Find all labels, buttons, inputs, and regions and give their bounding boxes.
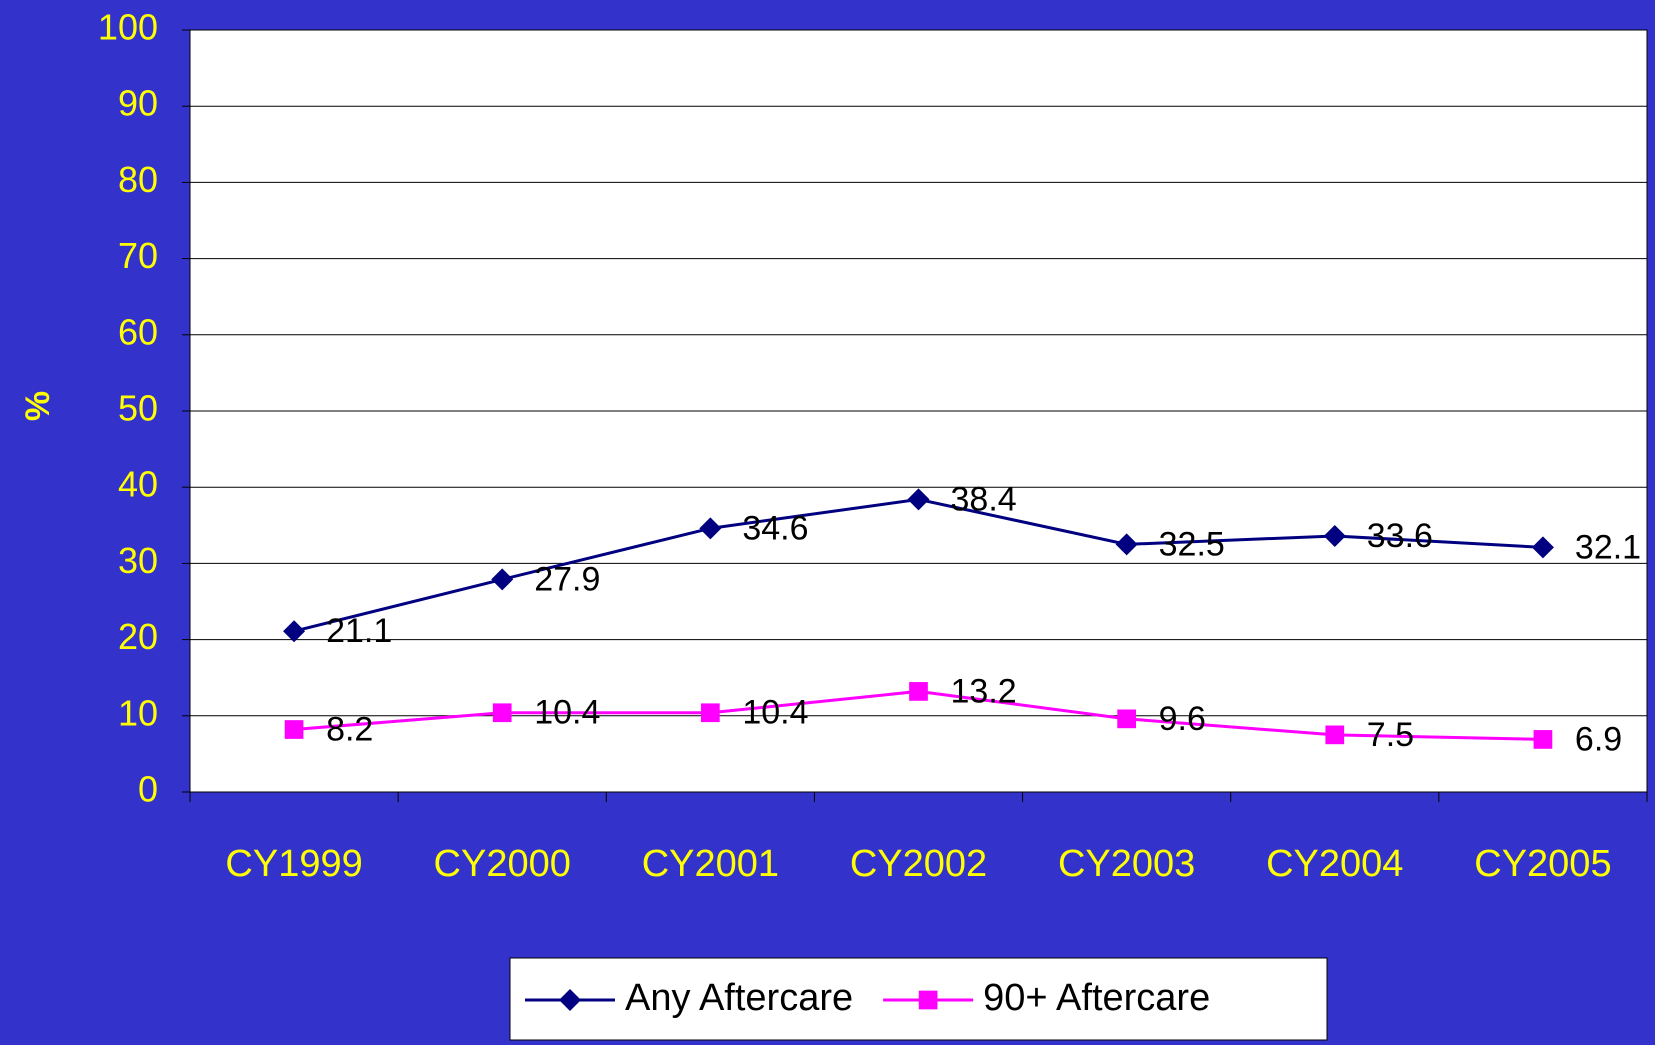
marker (918, 990, 938, 1010)
marker (492, 703, 512, 723)
x-tick-label: CY2005 (1474, 843, 1611, 885)
data-label: 10.4 (534, 694, 600, 732)
marker (1117, 709, 1136, 729)
marker (559, 989, 581, 1011)
y-tick-label: 40 (118, 464, 158, 505)
data-label: 34.6 (742, 509, 808, 547)
data-label: 32.5 (1159, 525, 1225, 563)
marker (283, 620, 306, 643)
y-tick-label: 0 (138, 769, 158, 810)
marker (909, 682, 928, 701)
y-tick-label: 60 (118, 311, 158, 352)
x-tick-label: CY2000 (434, 843, 571, 885)
marker (907, 488, 930, 511)
marker (1323, 524, 1346, 547)
marker (284, 720, 304, 739)
y-tick-label: 90 (118, 83, 158, 124)
data-label: 6.9 (1575, 720, 1622, 758)
y-tick-label: 20 (118, 616, 158, 657)
y-tick-label: 10 (118, 692, 158, 733)
data-label: 7.5 (1367, 716, 1414, 754)
legend-label: 90+ Aftercare (983, 977, 1210, 1019)
y-tick-label: 100 (98, 7, 158, 48)
data-label: 13.2 (951, 672, 1017, 710)
x-tick-label: CY2001 (642, 843, 779, 885)
x-tick-label: CY2002 (850, 843, 987, 885)
marker (1325, 725, 1345, 745)
data-label: 10.4 (742, 694, 808, 732)
x-tick-label: CY1999 (225, 843, 362, 885)
data-label: 9.6 (1159, 700, 1206, 738)
marker (699, 517, 722, 540)
marker (1533, 730, 1553, 749)
data-label: 21.1 (326, 612, 392, 650)
legend-label: Any Aftercare (625, 977, 853, 1019)
marker (701, 703, 720, 723)
y-axis-label: % (19, 391, 57, 421)
data-label: 27.9 (534, 560, 600, 598)
marker (491, 568, 514, 591)
marker (1531, 536, 1554, 559)
y-tick-label: 80 (118, 159, 158, 200)
x-tick-label: CY2004 (1266, 843, 1403, 885)
x-tick-label: CY2003 (1058, 843, 1195, 885)
data-label: 33.6 (1367, 517, 1433, 555)
y-tick-label: 50 (118, 388, 158, 429)
y-tick-label: 70 (118, 235, 158, 276)
marker (1115, 533, 1138, 556)
data-label: 32.1 (1575, 528, 1641, 566)
y-tick-label: 30 (118, 540, 158, 581)
data-label: 38.4 (951, 480, 1017, 518)
data-label: 8.2 (326, 711, 373, 749)
